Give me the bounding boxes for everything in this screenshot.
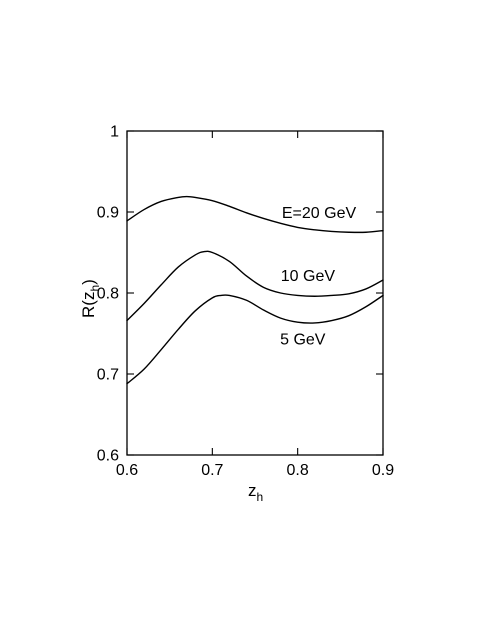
x-tick-label: 0.8 bbox=[287, 462, 309, 479]
y-tick-label: 1 bbox=[110, 124, 119, 141]
series-lines bbox=[126, 195, 384, 385]
y-axis-title: R(zh) bbox=[79, 279, 102, 318]
x-tick-label: 0.7 bbox=[201, 462, 223, 479]
series-labels: E=20 GeV 10 GeV 5 GeV bbox=[280, 205, 356, 348]
y-tick-label: 0.7 bbox=[97, 367, 119, 384]
series-label-1: 10 GeV bbox=[281, 268, 336, 285]
x-tick-label: 0.6 bbox=[116, 462, 138, 479]
series-line-0 bbox=[126, 195, 384, 234]
series-line-1 bbox=[126, 250, 384, 322]
tick-labels: 0.6 0.7 0.8 0.9 0.6 0.7 0.8 0.9 1 bbox=[97, 124, 394, 480]
y-tick-label: 0.8 bbox=[97, 286, 119, 303]
y-tick-label: 0.6 bbox=[97, 448, 119, 465]
ticks bbox=[126, 130, 384, 456]
plot-frame bbox=[126, 130, 384, 456]
x-tick-label: 0.9 bbox=[372, 462, 394, 479]
series-label-2: 5 GeV bbox=[280, 331, 326, 348]
x-axis-title: zh bbox=[248, 481, 263, 504]
series-label-0: E=20 GeV bbox=[282, 205, 357, 222]
y-tick-label: 0.9 bbox=[97, 205, 119, 222]
series-line-2 bbox=[126, 294, 384, 385]
